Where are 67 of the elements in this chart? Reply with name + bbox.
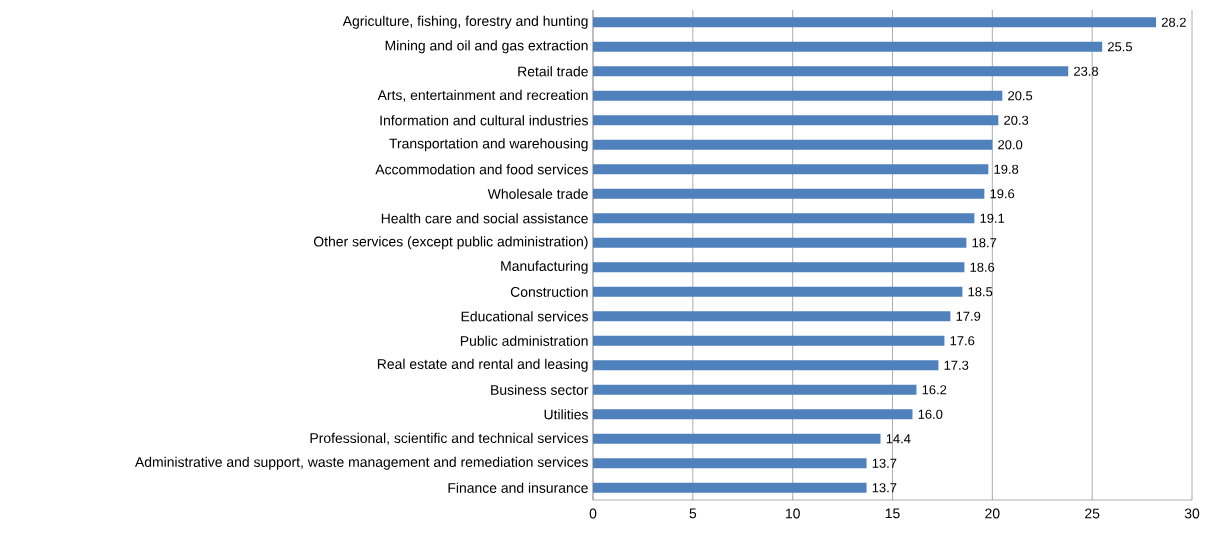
bar — [593, 66, 1069, 77]
data-label: 18.6 — [970, 262, 995, 272]
y-tick-label: Business sector — [491, 384, 589, 395]
bar — [593, 17, 1157, 28]
data-label: 20.5 — [1008, 91, 1033, 101]
y-tick-label: Arts, entertainment and recreation — [377, 89, 588, 102]
y-tick-label: Real estate and rental and leasing — [377, 358, 588, 372]
data-label: 20.3 — [1004, 115, 1029, 125]
data-label: 19.8 — [994, 164, 1019, 174]
bar — [593, 311, 951, 322]
bar — [593, 41, 1103, 52]
x-tick-label: 10 — [785, 508, 800, 519]
bar — [593, 237, 967, 248]
bar — [593, 384, 917, 395]
y-tick-label: Manufacturing — [501, 260, 588, 274]
x-tick-label: 25 — [1085, 508, 1100, 519]
x-tick-label: 30 — [1184, 508, 1200, 519]
y-tick-label: Construction — [510, 286, 588, 297]
data-label: 20.0 — [998, 140, 1023, 150]
x-tick-label: 5 — [689, 508, 697, 519]
bar — [593, 482, 867, 493]
data-label: 25.5 — [1108, 42, 1133, 52]
x-tick-label: 0 — [589, 508, 597, 519]
bar — [593, 262, 965, 273]
bar — [593, 188, 985, 199]
bar — [593, 139, 993, 150]
bar — [593, 360, 939, 371]
bar — [593, 335, 945, 346]
y-tick-label: Retail trade — [518, 66, 588, 77]
data-label: 23.8 — [1074, 66, 1099, 76]
data-label: 17.9 — [956, 311, 981, 321]
y-tick-label: Mining and oil and gas extraction — [385, 40, 588, 54]
y-tick-label: Educational services — [461, 311, 588, 322]
data-label: 14.4 — [886, 434, 911, 444]
x-tick-label: 20 — [985, 508, 1000, 519]
bar — [593, 458, 867, 469]
x-tick-label: 15 — [885, 508, 900, 519]
bar — [593, 90, 1003, 101]
y-tick-label: Professional, scientific and technical services — [310, 432, 588, 445]
data-label: 17.3 — [944, 360, 969, 370]
data-label: 28.2 — [1161, 17, 1186, 27]
data-label: 13.7 — [872, 458, 897, 468]
data-label: 18.7 — [972, 238, 997, 248]
y-tick-label: Wholesale trade — [487, 188, 588, 199]
bar — [593, 213, 975, 224]
bar — [593, 286, 963, 297]
y-tick-label: Agriculture, fishing, forestry and hunting — [342, 15, 588, 29]
y-tick-label: Health care and social assistance — [381, 213, 588, 224]
y-tick-label: Public administration — [460, 335, 588, 346]
data-label: 18.5 — [968, 287, 993, 297]
y-tick-label: Administrative and support, waste management and remediation services — [134, 456, 588, 470]
y-tick-label: Accommodation and food services — [375, 164, 588, 175]
data-label: 17.6 — [950, 336, 975, 346]
bar — [593, 409, 913, 420]
y-tick-label: Other services (except public administration) — [313, 236, 588, 250]
data-label: 16.2 — [922, 385, 947, 395]
y-tick-label: Finance and insurance — [448, 482, 588, 493]
bar — [593, 115, 999, 126]
y-tick-label: Utilities — [544, 409, 588, 420]
y-tick-label: Information and cultural industries — [380, 115, 588, 126]
data-label: 16.0 — [918, 409, 943, 419]
data-label: 19.1 — [980, 213, 1005, 223]
data-label: 19.6 — [990, 189, 1015, 199]
y-tick-label: Transportation and warehousing — [389, 138, 588, 152]
bar — [593, 433, 881, 444]
bar — [593, 164, 989, 175]
data-label: 13.7 — [872, 483, 897, 493]
